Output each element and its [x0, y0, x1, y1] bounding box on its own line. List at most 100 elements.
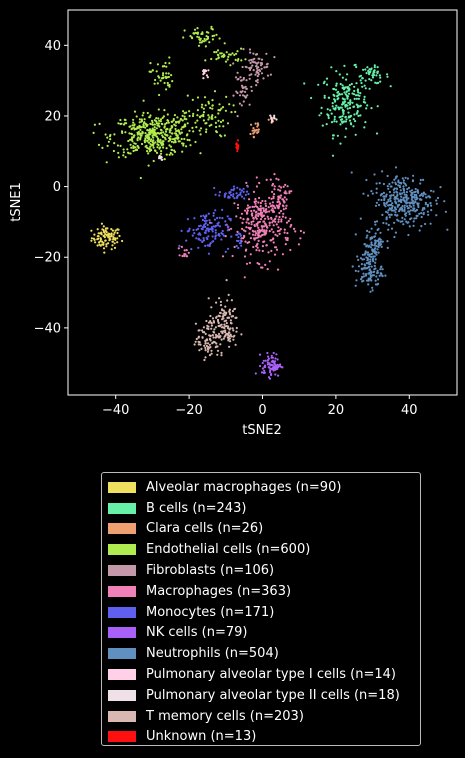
- data-point: [199, 224, 202, 227]
- legend-item: Pulmonary alveolar type II cells (n=18): [108, 685, 420, 706]
- data-point: [101, 146, 104, 149]
- data-point: [256, 224, 259, 227]
- data-point: [136, 139, 139, 142]
- data-point: [103, 251, 106, 254]
- data-point: [429, 222, 432, 225]
- data-point: [284, 243, 287, 246]
- data-point: [208, 219, 211, 222]
- data-point: [250, 89, 253, 92]
- data-point: [419, 182, 422, 185]
- data-point: [206, 76, 209, 79]
- data-point: [266, 74, 270, 77]
- points-layer: [90, 25, 449, 380]
- data-point: [398, 208, 401, 211]
- data-point: [236, 186, 239, 189]
- data-point: [330, 112, 333, 115]
- data-point: [357, 97, 360, 100]
- data-point: [285, 204, 288, 207]
- data-point: [156, 140, 160, 143]
- legend-item: Monocytes (n=171): [108, 602, 420, 623]
- data-point: [246, 185, 249, 188]
- data-point: [241, 221, 244, 224]
- series-11-points: [193, 279, 243, 362]
- data-point: [150, 138, 153, 141]
- data-point: [402, 188, 405, 191]
- data-point: [404, 176, 407, 179]
- data-point: [229, 64, 232, 67]
- data-point: [214, 346, 217, 349]
- data-point: [321, 124, 324, 127]
- legend-swatch: [108, 544, 136, 556]
- data-point: [132, 126, 135, 129]
- data-point: [148, 116, 151, 119]
- data-point: [279, 363, 282, 366]
- data-point: [209, 106, 212, 109]
- data-point: [253, 205, 256, 208]
- data-point: [204, 222, 207, 225]
- data-point: [378, 274, 381, 277]
- data-point: [236, 78, 239, 81]
- data-point: [252, 58, 255, 61]
- data-point: [406, 177, 409, 180]
- legend-label: Neutrophils (n=504): [146, 646, 279, 662]
- data-point: [133, 124, 136, 127]
- data-point: [275, 118, 278, 121]
- data-point: [273, 56, 276, 59]
- data-point: [266, 268, 269, 271]
- data-point: [98, 122, 101, 125]
- data-point: [197, 44, 201, 47]
- data-point: [272, 195, 275, 198]
- data-point: [338, 116, 341, 119]
- data-point: [162, 115, 165, 118]
- data-point: [210, 221, 213, 225]
- data-point: [246, 207, 249, 210]
- data-point: [221, 309, 224, 312]
- data-point: [354, 63, 357, 66]
- data-point: [214, 333, 217, 336]
- data-point: [387, 187, 390, 190]
- data-point: [227, 247, 230, 250]
- data-point: [164, 130, 168, 133]
- data-point: [230, 111, 233, 114]
- data-point: [207, 118, 210, 121]
- data-point: [373, 69, 376, 72]
- data-point: [331, 137, 334, 140]
- data-point: [202, 73, 205, 76]
- data-point: [270, 373, 273, 377]
- data-point: [203, 96, 207, 99]
- data-point: [213, 90, 217, 93]
- data-point: [225, 332, 228, 335]
- data-point: [334, 88, 338, 91]
- data-point: [148, 133, 151, 136]
- data-point: [240, 212, 243, 215]
- data-point: [387, 209, 390, 212]
- data-point: [337, 90, 340, 93]
- data-point: [395, 208, 398, 211]
- data-point: [223, 134, 226, 137]
- data-point: [278, 185, 281, 188]
- data-point: [204, 122, 207, 125]
- data-point: [234, 110, 237, 113]
- data-point: [156, 124, 159, 127]
- data-point: [243, 197, 246, 200]
- data-point: [138, 118, 141, 121]
- data-point: [213, 331, 216, 334]
- data-point: [240, 104, 243, 107]
- data-point: [367, 279, 370, 282]
- data-point: [374, 220, 377, 223]
- data-point: [204, 59, 207, 62]
- data-point: [169, 145, 173, 148]
- data-point: [347, 116, 350, 119]
- data-point: [270, 354, 273, 357]
- data-point: [244, 58, 247, 61]
- data-point: [384, 205, 387, 208]
- data-point: [401, 205, 404, 208]
- data-point: [228, 334, 231, 338]
- data-point: [258, 181, 261, 185]
- data-point: [260, 213, 263, 216]
- data-point: [367, 69, 370, 73]
- data-point: [96, 235, 99, 238]
- data-point: [258, 208, 261, 211]
- data-point: [205, 215, 208, 218]
- data-point: [364, 87, 367, 90]
